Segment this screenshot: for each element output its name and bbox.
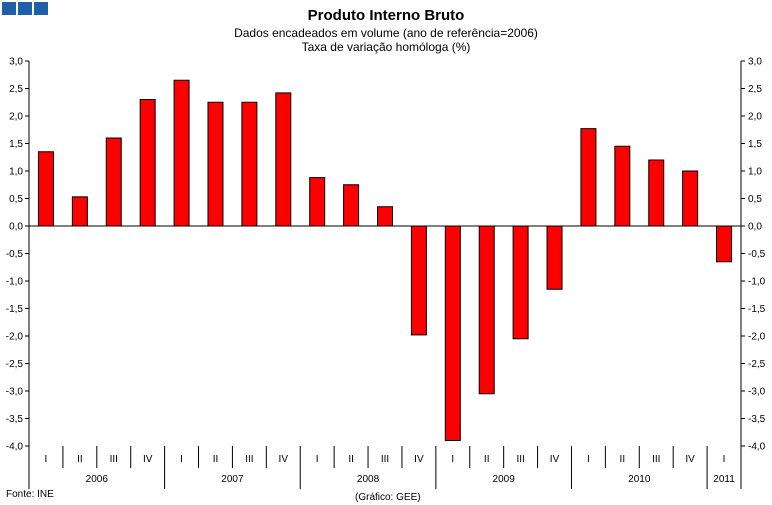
bar: [71, 196, 88, 227]
y-tick-label-right: 2,5: [748, 84, 762, 95]
x-tick-label: IV: [143, 454, 153, 465]
x-tick-label: II: [484, 454, 490, 465]
bar: [139, 99, 156, 227]
y-tick-label-left: -0,5: [6, 249, 24, 260]
year-label: 2008: [357, 474, 380, 485]
y-tick-label-right: -4,0: [748, 442, 766, 453]
y-tick-label-left: -1,0: [6, 277, 24, 288]
bar: [682, 170, 699, 227]
logo-square-icon: [34, 2, 48, 15]
x-tick-label: II: [77, 454, 83, 465]
y-tick-label-right: 2,0: [748, 112, 762, 123]
y-tick-label-left: 0,5: [9, 194, 23, 205]
bar: [343, 184, 360, 227]
credit-note: (Gráfico: GEE): [355, 492, 421, 503]
x-tick-label: III: [381, 454, 389, 465]
x-tick-label: I: [451, 454, 454, 465]
x-tick-label: III: [652, 454, 660, 465]
logo: [2, 2, 48, 15]
chart-title: Produto Interno Bruto: [307, 7, 465, 24]
y-tick-label-left: -4,0: [6, 442, 24, 453]
x-tick-label: IV: [414, 454, 424, 465]
y-tick-label-right: 0,0: [748, 222, 762, 233]
y-tick-label-right: -3,5: [748, 414, 766, 425]
y-tick-label-right: -1,5: [748, 304, 766, 315]
bar: [614, 145, 631, 227]
bar: [377, 206, 393, 227]
bar: [648, 159, 665, 227]
bar: [241, 101, 258, 227]
y-tick-label-left: -3,0: [6, 387, 24, 398]
bar: [173, 79, 190, 227]
bar: [275, 92, 292, 227]
logo-square-icon: [18, 2, 32, 15]
y-tick-label-left: -2,5: [6, 359, 24, 370]
x-tick-label: II: [213, 454, 219, 465]
x-tick-label: IV: [279, 454, 289, 465]
y-tick-label-right: -3,0: [748, 387, 766, 398]
x-tick-label: I: [316, 454, 319, 465]
x-tick-label: I: [45, 454, 48, 465]
chart-subtitle-units: Taxa de variação homóloga (%): [301, 40, 471, 54]
x-tick-label: IV: [685, 454, 695, 465]
y-tick-label-left: 1,5: [9, 139, 23, 150]
bar: [478, 225, 495, 395]
x-tick-label: III: [110, 454, 118, 465]
x-tick-label: II: [348, 454, 354, 465]
y-tick-label-left: -2,0: [6, 332, 24, 343]
y-tick-label-left: 2,5: [9, 84, 23, 95]
y-tick-label-right: -1,0: [748, 277, 766, 288]
y-tick-label-right: 1,5: [748, 139, 762, 150]
bar: [716, 225, 733, 263]
y-tick-label-right: -2,0: [748, 332, 766, 343]
bar: [512, 225, 529, 340]
year-label: 2011: [713, 474, 735, 485]
bar: [105, 137, 122, 227]
y-tick-label-right: 0,5: [748, 194, 762, 205]
x-tick-label: III: [245, 454, 253, 465]
year-label: 2007: [221, 474, 244, 485]
y-tick-label-right: -2,5: [748, 359, 766, 370]
year-label: 2010: [628, 474, 651, 485]
chart-subtitle: Dados encadeados em volume (ano de refer…: [234, 26, 538, 40]
y-tick-label-left: 1,0: [9, 167, 23, 178]
bar: [580, 128, 597, 227]
y-tick-label-right: 3,0: [748, 57, 762, 68]
x-tick-label: IV: [550, 454, 560, 465]
bar: [37, 151, 54, 227]
year-label: 2009: [493, 474, 516, 485]
bar: [444, 225, 461, 441]
y-tick-label-left: 3,0: [9, 57, 23, 68]
y-tick-label-left: -3,5: [6, 414, 24, 425]
year-label: 2006: [86, 474, 109, 485]
x-tick-label: I: [180, 454, 183, 465]
bar: [207, 101, 224, 227]
y-tick-label-right: 1,0: [748, 167, 762, 178]
bar: [309, 177, 326, 227]
x-tick-label: II: [620, 454, 626, 465]
y-tick-label-left: 0,0: [9, 222, 23, 233]
bar: [410, 225, 427, 336]
x-tick-label: I: [723, 454, 726, 465]
y-tick-label-right: -0,5: [748, 249, 766, 260]
logo-square-icon: [2, 2, 16, 15]
source-note: Fonte: INE: [6, 489, 54, 500]
bar: [546, 225, 563, 290]
x-tick-label: I: [587, 454, 590, 465]
y-tick-label-left: -1,5: [6, 304, 24, 315]
y-tick-label-left: 2,0: [9, 112, 23, 123]
x-tick-label: III: [516, 454, 524, 465]
